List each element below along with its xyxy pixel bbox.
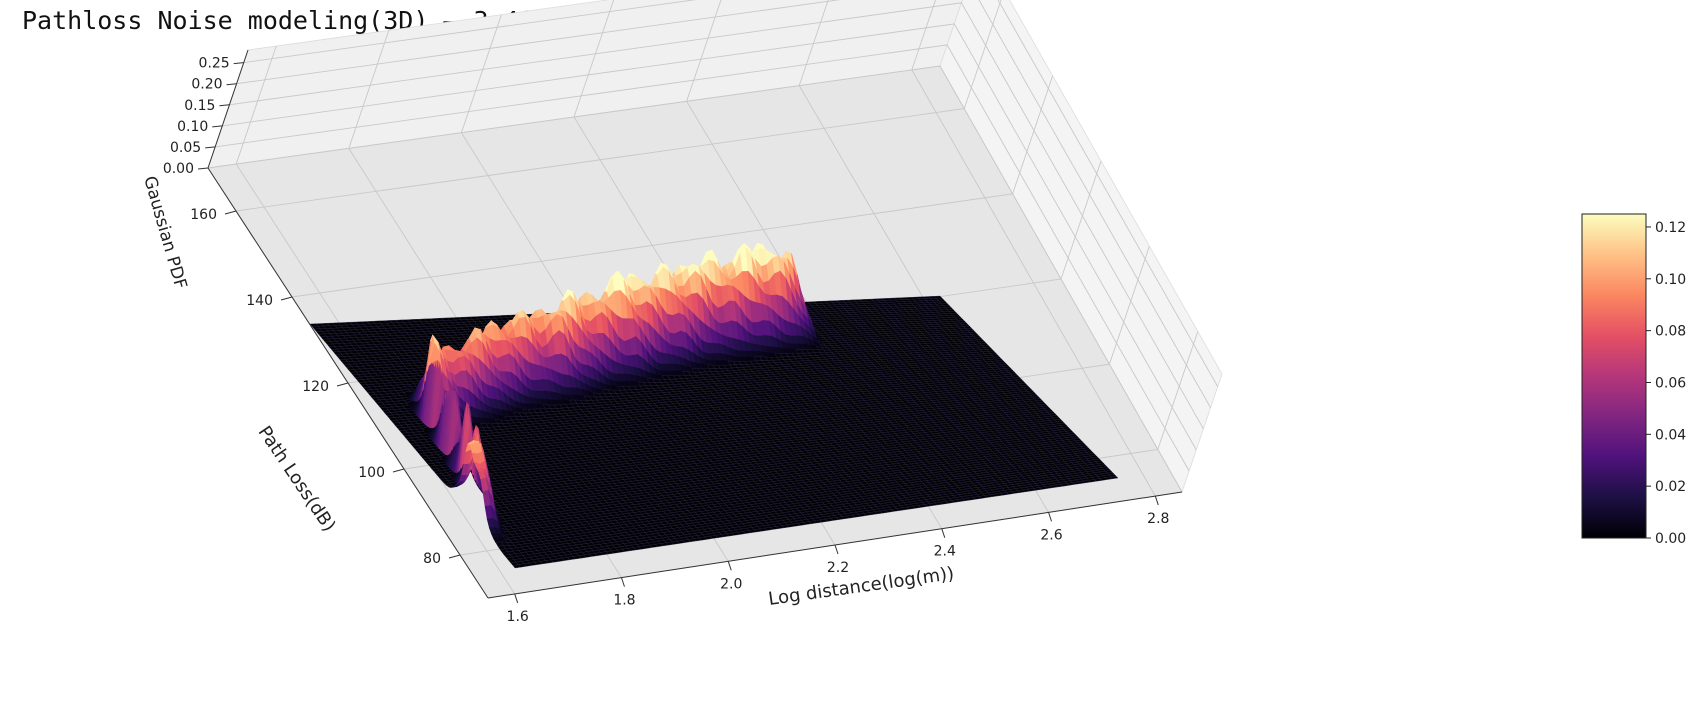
grid-line-z bbox=[229, 2, 1204, 430]
grid-line-z bbox=[236, 0, 1211, 408]
grid-line-z bbox=[222, 23, 1197, 451]
grid-line-z bbox=[215, 44, 1190, 472]
grid-line-z bbox=[243, 0, 1219, 387]
grid-line-z bbox=[207, 65, 1183, 493]
surface-mesh bbox=[309, 242, 1119, 569]
